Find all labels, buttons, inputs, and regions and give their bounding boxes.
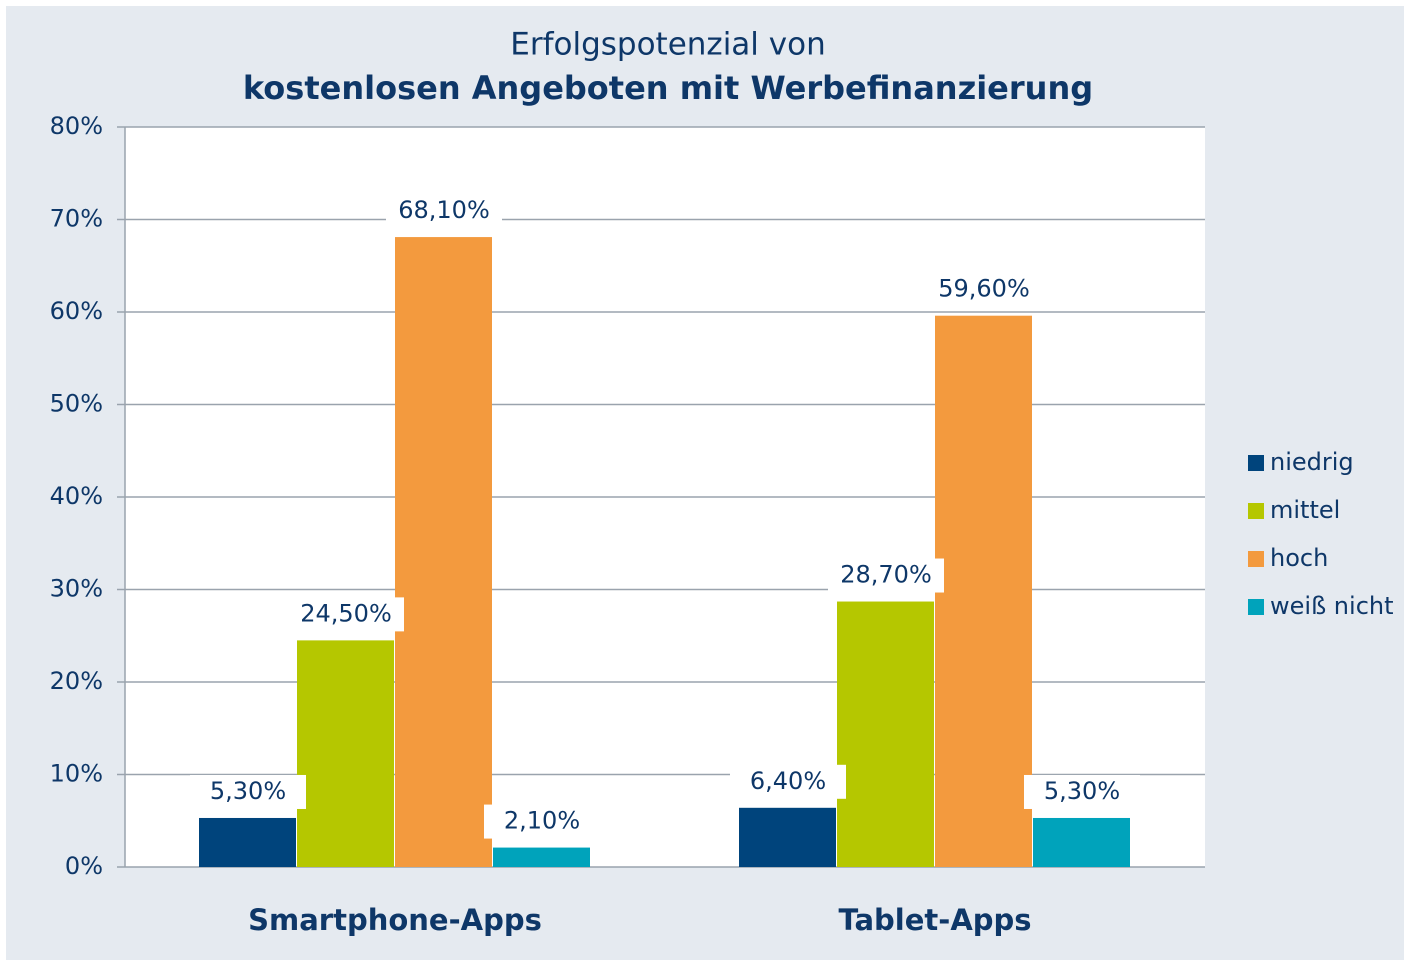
bar <box>837 601 934 867</box>
label-background <box>1024 774 1140 809</box>
label-background <box>926 272 1042 307</box>
data-label: 5,30% <box>210 777 286 805</box>
legend-label: weiß nicht <box>1270 592 1394 620</box>
chart-title: Erfolgspotenzial von <box>510 27 825 63</box>
x-tick-label: Smartphone-Apps <box>248 903 542 937</box>
data-label: 68,10% <box>398 196 490 224</box>
bar <box>297 640 394 867</box>
bar <box>1033 817 1130 867</box>
label-background <box>386 194 502 229</box>
y-tick-label: 10% <box>50 760 103 788</box>
legend-swatch <box>1248 599 1264 615</box>
bar <box>739 807 836 867</box>
y-tick-label: 20% <box>50 667 103 695</box>
legend-swatch <box>1248 455 1264 471</box>
legend-label: mittel <box>1270 496 1340 524</box>
y-tick-label: 0% <box>65 852 103 880</box>
data-label: 6,40% <box>750 767 826 795</box>
legend-swatch <box>1248 551 1264 567</box>
bar <box>935 315 1032 867</box>
data-label: 24,50% <box>300 599 392 627</box>
legend-swatch <box>1248 503 1264 519</box>
y-tick-label: 40% <box>50 482 103 510</box>
y-tick-label: 60% <box>50 297 103 325</box>
data-label: 59,60% <box>938 275 1030 303</box>
data-label: 28,70% <box>840 561 932 589</box>
legend-label: hoch <box>1270 544 1328 572</box>
data-label: 5,30% <box>1044 777 1120 805</box>
bar <box>493 847 590 867</box>
label-background <box>484 804 600 839</box>
x-tick-label: Tablet-Apps <box>838 903 1031 937</box>
label-background <box>190 774 306 809</box>
label-background <box>730 764 846 799</box>
y-tick-label: 70% <box>50 205 103 233</box>
bar <box>395 237 492 867</box>
data-label: 2,10% <box>504 807 580 835</box>
y-tick-label: 80% <box>50 112 103 140</box>
bar <box>199 817 296 867</box>
chart-title: kostenlosen Angeboten mit Werbefinanzier… <box>243 69 1093 107</box>
label-background <box>828 558 944 593</box>
label-background <box>288 597 404 632</box>
y-tick-label: 50% <box>50 390 103 418</box>
y-tick-label: 30% <box>50 575 103 603</box>
legend-label: niedrig <box>1270 448 1354 476</box>
